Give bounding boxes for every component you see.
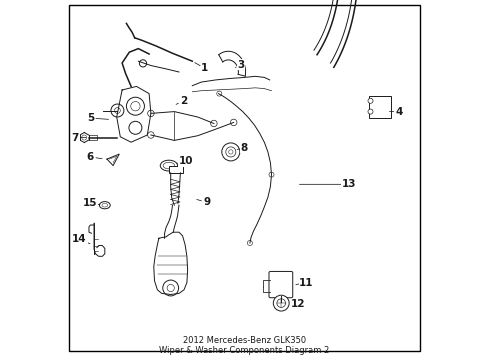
Circle shape: [216, 91, 222, 96]
Circle shape: [225, 147, 235, 157]
Bar: [89, 135, 97, 140]
Circle shape: [139, 60, 146, 67]
Circle shape: [163, 280, 178, 296]
Ellipse shape: [102, 203, 107, 207]
Circle shape: [268, 172, 273, 177]
Ellipse shape: [160, 160, 177, 171]
Circle shape: [130, 102, 140, 111]
Bar: [168, 166, 182, 173]
Text: 4: 4: [395, 107, 402, 117]
Circle shape: [167, 284, 174, 292]
Text: 14: 14: [72, 234, 87, 244]
Text: 9: 9: [203, 197, 210, 207]
Circle shape: [228, 150, 232, 154]
Text: 3: 3: [237, 60, 244, 70]
Text: 2012 Mercedes-Benz GLK350
Wiper & Washer Components Diagram 2: 2012 Mercedes-Benz GLK350 Wiper & Washer…: [159, 336, 329, 355]
Circle shape: [367, 109, 372, 114]
Text: 1: 1: [201, 63, 208, 73]
Circle shape: [111, 104, 123, 117]
Circle shape: [367, 98, 372, 103]
Ellipse shape: [99, 202, 110, 209]
Text: 7: 7: [71, 132, 79, 143]
Text: 8: 8: [241, 143, 247, 153]
Text: 11: 11: [299, 278, 313, 288]
Bar: [368, 96, 390, 118]
Text: 2: 2: [179, 96, 186, 106]
Circle shape: [230, 119, 237, 126]
Text: 15: 15: [83, 198, 98, 208]
Text: 10: 10: [179, 156, 193, 166]
FancyBboxPatch shape: [268, 271, 292, 298]
Circle shape: [147, 132, 154, 138]
Circle shape: [147, 110, 154, 117]
Ellipse shape: [163, 162, 174, 169]
Text: 6: 6: [86, 152, 94, 162]
Circle shape: [81, 135, 87, 140]
Circle shape: [276, 299, 285, 307]
Circle shape: [126, 97, 144, 115]
Circle shape: [247, 240, 252, 246]
Circle shape: [114, 108, 120, 113]
Circle shape: [273, 295, 288, 311]
Circle shape: [222, 143, 239, 161]
Text: 12: 12: [290, 299, 305, 309]
Circle shape: [210, 120, 217, 127]
Circle shape: [129, 121, 142, 134]
Text: 5: 5: [86, 113, 94, 123]
Text: 13: 13: [341, 179, 355, 189]
